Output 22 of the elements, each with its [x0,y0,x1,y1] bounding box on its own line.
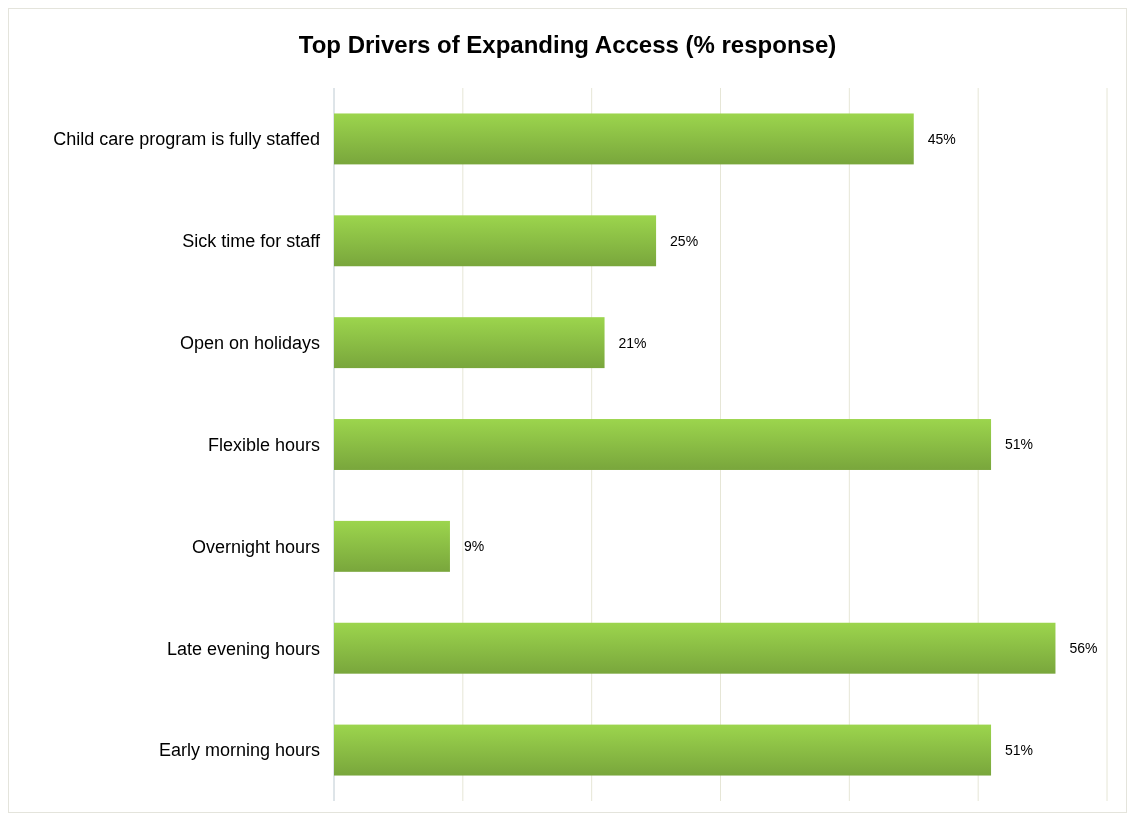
data-label: 21% [618,334,647,351]
data-label: 51% [1005,436,1034,453]
data-label: 25% [670,232,699,249]
bar [334,724,992,776]
y-tick-label: Late evening hours [166,638,320,659]
y-tick-label: Child care program is fully staffed [53,129,320,150]
data-label: 56% [1069,640,1098,657]
y-tick-label: Overnight hours [191,536,320,557]
y-tick-label: Open on holidays [179,332,320,353]
data-label: 45% [927,130,956,147]
y-tick-label: Early morning hours [158,740,320,761]
y-tick-label: Sick time for staff [182,231,321,252]
chart-title: Top Drivers of Expanding Access (% response) [298,31,837,58]
y-tick-label: Flexible hours [207,434,320,455]
bar [334,113,914,165]
bar [334,520,450,572]
bar [334,419,992,470]
data-label: 51% [1005,741,1034,758]
data-label: 9% [463,538,485,555]
bar [334,622,1056,674]
bar [334,215,657,267]
bar [334,317,605,369]
